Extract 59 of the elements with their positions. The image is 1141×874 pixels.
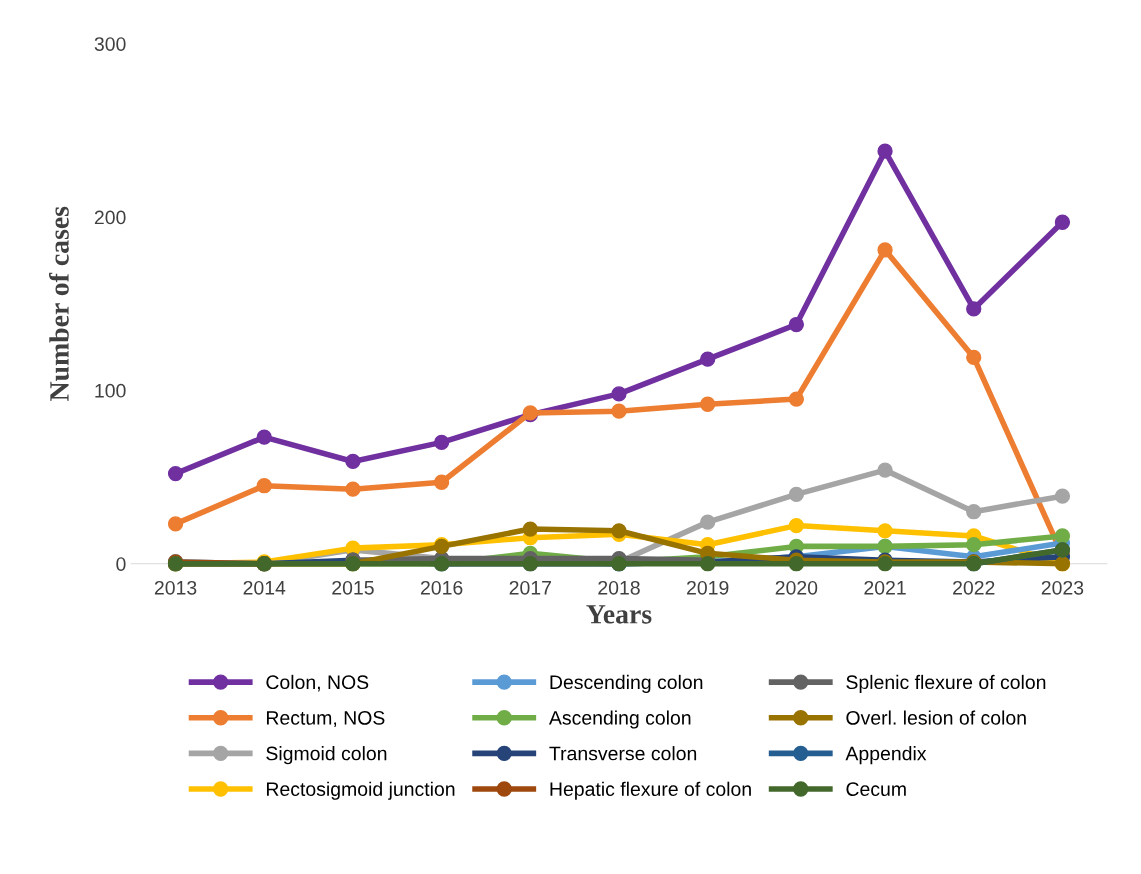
point xyxy=(611,403,627,419)
point xyxy=(256,429,272,445)
legend-label: Sigmoid colon xyxy=(266,746,387,765)
y-tick-label: 300 xyxy=(94,37,126,51)
x-tick-label: 2019 xyxy=(687,580,729,595)
x-tick-label: 2021 xyxy=(864,580,906,595)
point xyxy=(966,537,982,553)
point xyxy=(611,386,627,402)
point xyxy=(1054,528,1071,544)
x-tick-label: 2015 xyxy=(332,580,374,595)
legend-label: Splenic flexure of colon xyxy=(846,674,1046,693)
point xyxy=(877,523,893,539)
y-tick-label: 100 xyxy=(95,383,126,398)
point xyxy=(788,556,805,572)
point xyxy=(1054,488,1071,504)
point xyxy=(788,517,805,534)
y-tick-label: 0 xyxy=(116,557,126,571)
point xyxy=(345,481,361,497)
x-tick-label: 2023 xyxy=(1041,580,1084,595)
point xyxy=(1054,214,1071,230)
point xyxy=(433,474,450,490)
point xyxy=(167,516,184,532)
x-tick-label: 2022 xyxy=(953,580,995,595)
x-tick-label: 2014 xyxy=(243,580,286,595)
point xyxy=(345,453,361,470)
legend-label: Appendix xyxy=(845,746,927,765)
x-tick-label: 2013 xyxy=(154,580,197,595)
legend-label: Transverse colon xyxy=(549,746,697,761)
point xyxy=(966,301,982,317)
point xyxy=(700,514,716,530)
y-axis-title: Number of cases xyxy=(49,206,69,401)
legend-label: Cecum xyxy=(846,782,906,796)
point xyxy=(788,486,805,503)
x-tick-label: 2020 xyxy=(775,580,818,595)
legend-label: Colon, NOS xyxy=(266,674,369,692)
x-axis-title: Years xyxy=(586,605,652,624)
point xyxy=(433,434,450,451)
point xyxy=(877,143,893,159)
point xyxy=(256,478,272,494)
legend-label: Rectum, NOS xyxy=(266,710,385,728)
legend-label: Ascending colon xyxy=(548,710,691,729)
point xyxy=(700,351,716,367)
legend-label: Hepatic flexure of colon xyxy=(550,781,751,800)
point xyxy=(877,462,893,478)
point xyxy=(700,396,716,412)
point xyxy=(966,504,982,520)
legend-label: Rectosigmoid junction xyxy=(266,781,455,800)
point xyxy=(966,349,982,366)
y-tick-label: 200 xyxy=(94,210,126,225)
point xyxy=(788,316,805,333)
x-tick-label: 2017 xyxy=(509,580,551,595)
x-tick-label: 2018 xyxy=(598,580,640,595)
legend-label: Overl. lesion of colon xyxy=(846,710,1026,725)
point xyxy=(167,465,184,482)
legend-label: Descending colon xyxy=(550,674,703,693)
point xyxy=(788,391,805,407)
point xyxy=(877,242,893,258)
point xyxy=(522,521,538,537)
x-tick-label: 2016 xyxy=(420,580,463,595)
